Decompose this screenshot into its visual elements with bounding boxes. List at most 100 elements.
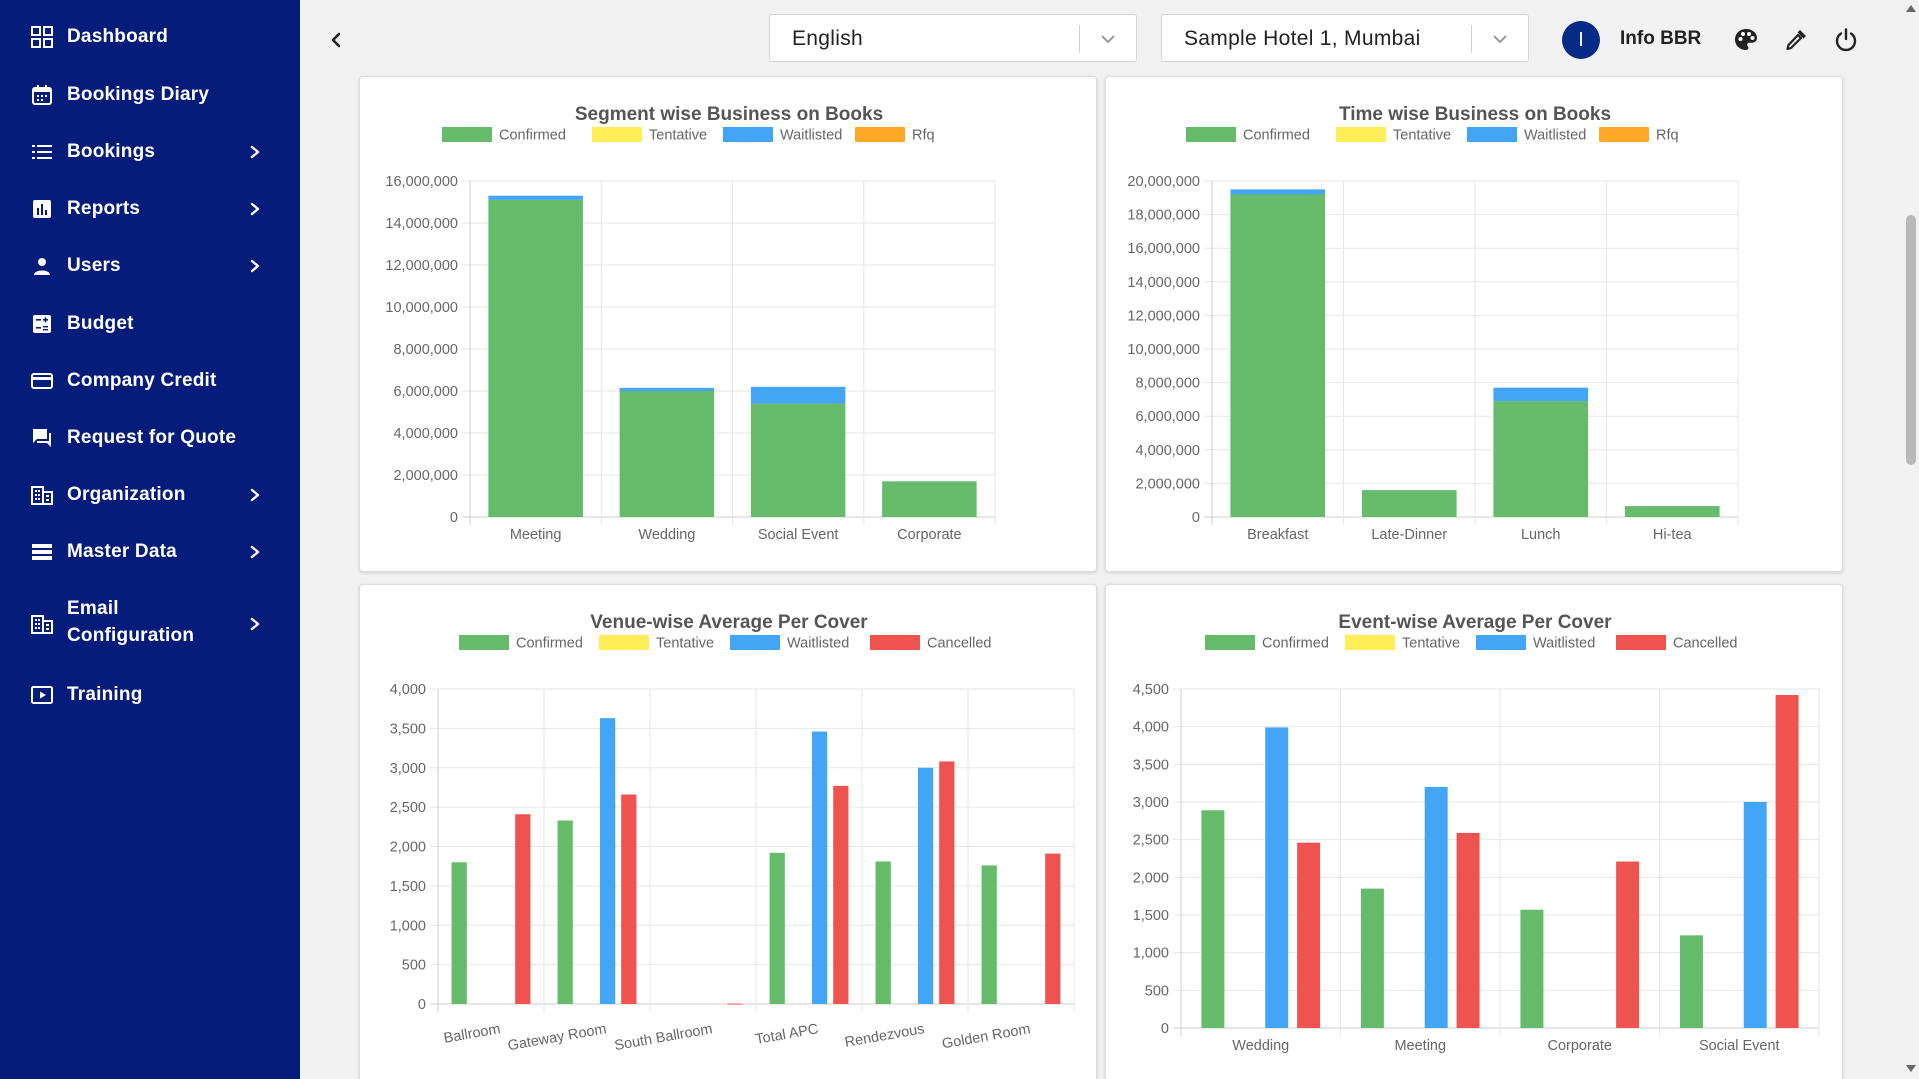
- sidebar-item-request-for-quote[interactable]: Request for Quote: [0, 424, 300, 452]
- sidebar-item-reports[interactable]: Reports: [0, 195, 300, 223]
- legend-swatch-confirmed[interactable]: [442, 127, 492, 142]
- bar-waitlisted[interactable]: [599, 718, 616, 1004]
- legend-label-confirmed[interactable]: Confirmed: [499, 128, 566, 144]
- property-select[interactable]: Sample Hotel 1, Mumbai: [1161, 14, 1529, 62]
- bar-confirmed[interactable]: [1679, 935, 1703, 1028]
- y-tick-label: 4,000,000: [1135, 443, 1200, 459]
- sidebar-item-bookings-diary[interactable]: Bookings Diary: [0, 81, 300, 109]
- scroll-up-icon[interactable]: [1905, 3, 1917, 13]
- sidebar-item-dashboard[interactable]: Dashboard: [0, 23, 300, 51]
- y-tick-label: 1,000: [1133, 946, 1169, 962]
- legend-swatch-tentative[interactable]: [599, 635, 649, 650]
- color-picker-button[interactable]: [1782, 26, 1810, 54]
- bar-waitlisted[interactable]: [1493, 387, 1589, 402]
- bar-waitlisted[interactable]: [488, 195, 583, 200]
- legend-swatch-cancelled[interactable]: [1616, 635, 1666, 650]
- bar-waitlisted[interactable]: [1230, 189, 1326, 195]
- bar-cancelled[interactable]: [621, 794, 637, 1004]
- bar-confirmed[interactable]: [750, 403, 846, 517]
- bar-cancelled[interactable]: [515, 814, 531, 1004]
- legend-label-tentative[interactable]: Tentative: [649, 128, 707, 144]
- bar-waitlisted[interactable]: [750, 386, 846, 404]
- sidebar-item-organization[interactable]: Organization: [0, 481, 300, 509]
- legend-label-waitlisted[interactable]: Waitlisted: [1524, 128, 1586, 144]
- bar-confirmed[interactable]: [488, 199, 583, 517]
- sidebar-item-users[interactable]: Users: [0, 252, 300, 280]
- scrollbar-thumb[interactable]: [1906, 215, 1916, 465]
- bar-confirmed[interactable]: [1360, 888, 1384, 1028]
- sidebar-item-email-configuration[interactable]: Email Configuration: [0, 595, 300, 653]
- legend-swatch-tentative[interactable]: [1336, 127, 1386, 142]
- bar-confirmed[interactable]: [1230, 194, 1326, 517]
- bar-confirmed[interactable]: [875, 861, 891, 1004]
- theme-button[interactable]: [1732, 26, 1760, 54]
- bar-waitlisted[interactable]: [1424, 786, 1448, 1028]
- chevron-right-icon: [248, 617, 262, 631]
- bar-confirmed[interactable]: [981, 865, 997, 1004]
- bar-confirmed[interactable]: [1493, 401, 1589, 517]
- bar-waitlisted[interactable]: [917, 767, 934, 1004]
- bar-waitlisted[interactable]: [1743, 802, 1767, 1028]
- legend-label-rfq[interactable]: Rfq: [1656, 128, 1679, 144]
- legend-label-confirmed[interactable]: Confirmed: [516, 636, 583, 652]
- legend-label-waitlisted[interactable]: Waitlisted: [787, 636, 849, 652]
- sidebar-item-bookings[interactable]: Bookings: [0, 138, 300, 166]
- bar-confirmed[interactable]: [1624, 506, 1720, 517]
- bar-confirmed[interactable]: [619, 391, 715, 517]
- sidebar-item-training[interactable]: Training: [0, 681, 300, 709]
- scroll-down-icon[interactable]: [1905, 1064, 1917, 1074]
- sidebar-item-company-credit[interactable]: Company Credit: [0, 367, 300, 395]
- legend-swatch-tentative[interactable]: [592, 127, 642, 142]
- legend-swatch-rfq[interactable]: [1599, 127, 1649, 142]
- bar-cancelled[interactable]: [939, 761, 955, 1004]
- legend-label-confirmed[interactable]: Confirmed: [1243, 128, 1310, 144]
- legend-label-cancelled[interactable]: Cancelled: [1673, 636, 1738, 652]
- bar-cancelled[interactable]: [833, 785, 849, 1004]
- collapse-sidebar-button[interactable]: [326, 28, 346, 52]
- language-select[interactable]: English: [769, 14, 1137, 62]
- username[interactable]: Info BBR: [1620, 28, 1702, 49]
- sidebar-item-budget[interactable]: Budget: [0, 310, 300, 338]
- legend-label-waitlisted[interactable]: Waitlisted: [780, 128, 842, 144]
- logout-button[interactable]: [1832, 26, 1860, 54]
- scrollbar-track[interactable]: [1902, 0, 1919, 1079]
- legend-label-tentative[interactable]: Tentative: [1402, 636, 1460, 652]
- legend-label-rfq[interactable]: Rfq: [912, 128, 935, 144]
- legend-swatch-rfq[interactable]: [855, 127, 905, 142]
- legend-swatch-waitlisted[interactable]: [723, 127, 773, 142]
- legend-swatch-waitlisted[interactable]: [1467, 127, 1517, 142]
- bar-cancelled[interactable]: [1775, 695, 1799, 1028]
- bar-cancelled[interactable]: [1297, 842, 1321, 1028]
- bar-confirmed[interactable]: [882, 481, 977, 517]
- legend-label-waitlisted[interactable]: Waitlisted: [1533, 636, 1595, 652]
- x-tick-label: Corporate: [1548, 1038, 1612, 1054]
- sidebar-item-master-data[interactable]: Master Data: [0, 538, 300, 566]
- bar-cancelled[interactable]: [1616, 861, 1640, 1028]
- legend-swatch-tentative[interactable]: [1345, 635, 1395, 650]
- legend-label-confirmed[interactable]: Confirmed: [1262, 636, 1329, 652]
- legend-label-cancelled[interactable]: Cancelled: [927, 636, 992, 652]
- legend-swatch-confirmed[interactable]: [1186, 127, 1236, 142]
- legend-label-tentative[interactable]: Tentative: [656, 636, 714, 652]
- bar-confirmed[interactable]: [557, 820, 573, 1004]
- legend-swatch-confirmed[interactable]: [1205, 635, 1255, 650]
- bar-cancelled[interactable]: [1045, 853, 1061, 1004]
- sidebar-item-label: Budget: [67, 313, 134, 334]
- bar-confirmed[interactable]: [769, 852, 785, 1004]
- legend-swatch-confirmed[interactable]: [459, 635, 509, 650]
- legend-swatch-waitlisted[interactable]: [1476, 635, 1526, 650]
- bar-waitlisted[interactable]: [1265, 727, 1289, 1028]
- bar-confirmed[interactable]: [1201, 810, 1225, 1028]
- legend-swatch-cancelled[interactable]: [870, 635, 920, 650]
- bar-confirmed[interactable]: [451, 862, 467, 1004]
- avatar[interactable]: I: [1562, 21, 1600, 59]
- legend-swatch-waitlisted[interactable]: [730, 635, 780, 650]
- bar-confirmed[interactable]: [1520, 909, 1544, 1028]
- y-tick-label: 4,000: [390, 682, 426, 698]
- bar-cancelled[interactable]: [727, 1003, 743, 1005]
- bar-cancelled[interactable]: [1456, 832, 1480, 1028]
- bar-confirmed[interactable]: [1361, 490, 1457, 517]
- legend-label-tentative[interactable]: Tentative: [1393, 128, 1451, 144]
- bar-waitlisted[interactable]: [619, 387, 715, 391]
- bar-waitlisted[interactable]: [811, 731, 828, 1004]
